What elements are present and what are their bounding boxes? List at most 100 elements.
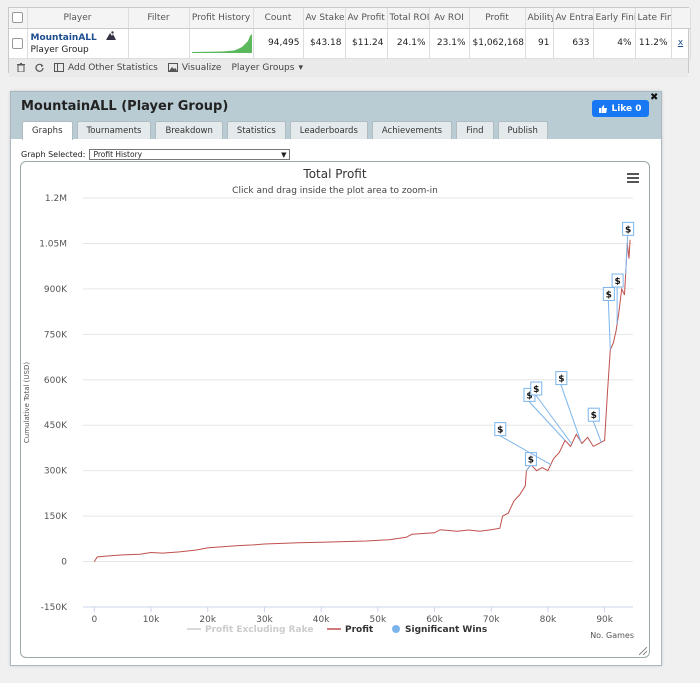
profit-sparkline-cell [189,28,254,59]
delete-button[interactable] [17,63,25,72]
menu-bar [627,181,639,183]
early-finish-cell: 4% [593,28,636,59]
refresh-button[interactable] [35,63,44,72]
significant-win-dollar-icon: $ [533,385,539,395]
total-roi-cell: 24.1% [387,28,430,59]
panel-header: MountainALL (Player Group) Like 0 ✖ Grap… [11,92,661,140]
profit-chart[interactable]: Total Profit Click and drag inside the pl… [21,162,649,657]
significant-win-flag [622,221,635,236]
column-header-late-finish[interactable]: Late Finish [635,8,672,29]
table-toolbar: Add Other Statistics Visualize Player Gr… [9,58,688,77]
visualize-button[interactable]: Visualize [167,62,222,73]
column-header-av-roi[interactable]: Av ROI [429,8,470,29]
dropdown-arrow-icon: ▼ [281,150,287,159]
x-tick-label: 80k [540,615,557,625]
y-tick-label: 750K [44,330,68,340]
significant-win-flag [587,407,600,422]
column-header-profit-history[interactable]: Profit History [189,8,254,29]
significant-win-flag [602,286,615,301]
visualize-label: Visualize [181,62,222,73]
significant-win-flag [524,452,537,467]
column-header-ability[interactable]: Ability [525,8,554,29]
y-tick-label: 1.05M [39,239,67,249]
column-header-filter[interactable]: Filter [128,8,190,29]
graph-selected-label: Graph Selected: [21,150,86,159]
player-name-link[interactable]: MountainALL [30,33,97,43]
significant-win-dollar-icon: $ [606,290,612,300]
tab-achievements[interactable]: Achievements [371,121,453,139]
like-label: Like 0 [611,103,642,114]
significant-win-flag [611,273,624,288]
y-tick-label: 900K [44,285,68,295]
menu-bar [627,177,639,179]
tab-graphs[interactable]: Graphs [22,121,73,140]
column-header-player[interactable]: Player [27,8,129,29]
player-groups-label: Player Groups [231,62,295,73]
select-all-checkbox[interactable] [9,8,28,29]
menu-bar [627,173,639,175]
column-header-profit[interactable]: Profit [469,8,526,29]
legend-label-significant-wins: Significant Wins [405,625,487,635]
legend-label-profit: Profit [345,625,374,635]
y-tick-label: 450K [44,421,68,431]
significant-win-dollar-icon: $ [497,426,503,436]
tab-breakdown[interactable]: Breakdown [155,121,223,139]
facebook-like-button[interactable]: Like 0 [592,100,649,117]
av-profit-cell: $11.24 [345,28,388,59]
column-header-count[interactable]: Count [253,8,304,29]
close-panel-button[interactable]: ✖ [650,92,659,103]
x-tick-label: 20k [199,615,216,625]
chart-menu-icon[interactable] [627,173,639,183]
graph-select-dropdown[interactable]: Profit History ▼ [89,149,291,160]
filter-cell[interactable] [128,28,190,59]
tab-tournaments[interactable]: Tournaments [76,121,152,139]
stats-table: Player Filter Profit History Count Av St… [9,8,691,59]
profit-series-line [93,239,631,562]
y-tick-label: 1.2M [45,194,67,204]
player-group-panel: MountainALL (Player Group) Like 0 ✖ Grap… [10,91,662,666]
av-stake-cell: $43.18 [303,28,346,59]
column-header-early-finish[interactable]: Early Finish [593,8,636,29]
av-entrants-cell: 633 [553,28,594,59]
player-groups-dropdown[interactable]: Player Groups ▾ [231,63,303,73]
significant-win-connector [592,421,602,443]
chart-container: Total Profit Click and drag inside the pl… [20,161,650,658]
stats-table-container: Player Filter Profit History Count Av St… [8,7,691,77]
tab-publish[interactable]: Publish [497,121,548,139]
profit-cell: $1,062,168 [469,28,526,59]
significant-win-dollar-icon: $ [558,375,564,385]
tab-statistics[interactable]: Statistics [226,121,286,139]
thumbs-up-icon [599,104,608,113]
add-other-statistics-label: Add Other Statistics [68,62,158,73]
y-tick-label: -150K [41,603,68,613]
av-roi-cell: 23.1% [429,28,470,59]
add-other-statistics-button[interactable]: Add Other Statistics [54,63,158,73]
column-header-av-stake[interactable]: Av Stake [303,8,346,29]
y-tick-label: 0 [61,558,67,568]
graph-select-value: Profit History [93,150,143,159]
x-tick-label: 0 [91,615,97,625]
row-checkbox[interactable] [9,28,28,59]
tab-leaderboards[interactable]: Leaderboards [289,121,368,139]
x-tick-label: 60k [426,615,443,625]
column-header-remove [671,8,691,29]
significant-win-connector [607,300,611,350]
y-tick-label: 300K [44,467,68,477]
column-header-total-roi[interactable]: Total ROI [387,8,430,29]
significant-win-connector [560,384,582,442]
significant-win-flag [494,422,507,437]
graph-selector: Graph Selected: Profit History ▼ [21,149,291,160]
y-tick-label: 150K [44,512,68,522]
count-cell: 94,495 [253,28,304,59]
tab-find[interactable]: Find [456,121,494,139]
significant-win-connector [499,435,552,466]
player-type: Player Group [30,45,89,55]
remove-row-link[interactable]: x [671,28,691,59]
significant-win-dollar-icon: $ [526,391,532,401]
y-axis-title: Cumulative Total (USD) [23,362,31,443]
column-header-av-entrants[interactable]: Av Entrants [553,8,594,29]
resize-grip-icon[interactable] [639,647,647,655]
chart-subtitle: Click and drag inside the plot area to z… [232,186,438,196]
x-tick-label: 40k [313,615,330,625]
column-header-av-profit[interactable]: Av Profit [345,8,388,29]
